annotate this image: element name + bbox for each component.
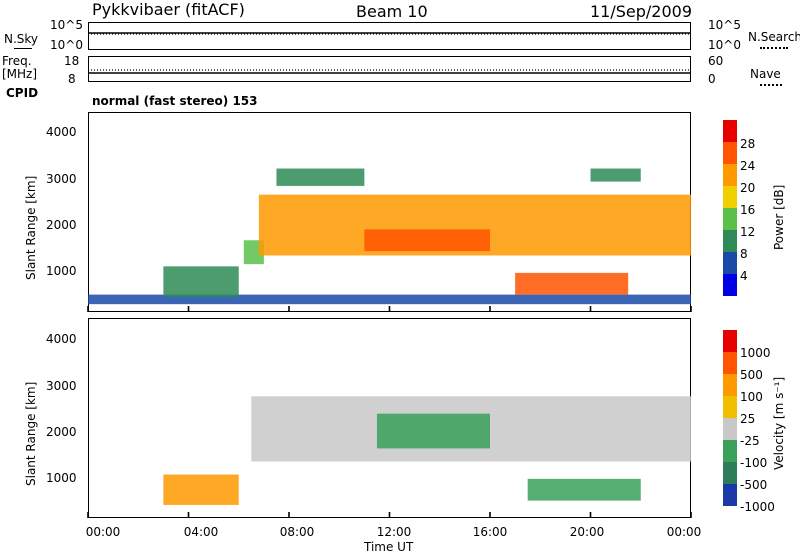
xtick-24: 00:00: [666, 525, 702, 539]
nave-right-tick-bottom: 0: [708, 72, 716, 86]
colorbar-segment: [723, 274, 737, 296]
power-band: [163, 266, 239, 297]
station-title: Pykkvibaer (fitACF): [92, 0, 245, 19]
colorbar-segment: [723, 440, 737, 462]
xtick-12: 12:00: [376, 525, 412, 539]
vel-ytick-3000: 3000: [46, 379, 77, 393]
noise-left-tick-top: 10^5: [50, 18, 83, 32]
power-band: [364, 229, 490, 252]
noise-search-label: N.Search: [748, 30, 800, 44]
colorbar-segment: [723, 418, 737, 440]
nave-right-tick-top: 60: [708, 54, 724, 68]
vel-cbar-tick-1000: 1000: [740, 346, 771, 360]
xtick-08: 08:00: [279, 525, 315, 539]
beam-label: Beam 10: [356, 2, 428, 21]
power-band: [276, 168, 365, 186]
xtick-16: 16:00: [472, 525, 508, 539]
colorbar-segment: [723, 142, 737, 164]
colorbar-segment: [723, 462, 737, 484]
freq-label: Freq.: [2, 54, 32, 68]
power-band: [590, 168, 641, 182]
vel-cbar-tick-500: 500: [740, 368, 763, 382]
velocity-band: [527, 478, 641, 501]
nave-legend-line: [760, 84, 782, 86]
power-ytick-3000: 3000: [46, 172, 77, 186]
colorbar-segment: [723, 484, 737, 506]
power-cbar-tick-28: 28: [740, 137, 756, 151]
vel-cbar-tick-m25: -25: [740, 434, 760, 448]
velocity-band: [163, 474, 239, 505]
power-cbar-tick-24: 24: [740, 159, 756, 173]
cpid-label: CPID: [6, 86, 39, 100]
colorbar-segment: [723, 208, 737, 230]
velocity-colorbar: [723, 330, 737, 506]
xtick-20: 20:00: [569, 525, 605, 539]
noise-sky-legend-line: [14, 48, 32, 49]
freq-left-tick-bottom: 8: [68, 72, 76, 86]
xtick-00: 00:00: [85, 525, 121, 539]
noise-right-tick-top: 10^5: [708, 18, 741, 32]
colorbar-segment: [723, 352, 737, 374]
vel-cbar-tick-25: 25: [740, 412, 756, 426]
power-ytick-1000: 1000: [46, 264, 77, 278]
power-ytick-2000: 2000: [46, 218, 77, 232]
power-cbar-tick-8: 8: [740, 247, 748, 261]
power-band: [88, 294, 691, 305]
power-colorbar: [723, 120, 737, 296]
vel-cbar-tick-100: 100: [740, 390, 763, 404]
xtick-04: 04:00: [183, 525, 219, 539]
nave-label: Nave: [750, 67, 781, 81]
noise-sky-label: N.Sky: [4, 32, 39, 46]
power-cbar-tick-20: 20: [740, 181, 756, 195]
colorbar-segment: [723, 164, 737, 186]
freq-unit-label: [MHz]: [2, 67, 38, 81]
power-cbar-tick-4: 4: [740, 269, 748, 283]
freq-left-tick-top: 18: [64, 54, 80, 68]
noise-left-tick-bottom: 10^0: [50, 38, 83, 52]
power-band: [515, 272, 629, 295]
colorbar-segment: [723, 252, 737, 274]
cpid-mode: normal (fast stereo) 153: [92, 94, 258, 108]
colorbar-segment: [723, 374, 737, 396]
colorbar-segment: [723, 396, 737, 418]
colorbar-segment: [723, 186, 737, 208]
colorbar-segment: [723, 120, 737, 142]
vel-cbar-tick-m500: -500: [740, 478, 768, 492]
xaxis-label: Time UT: [364, 540, 414, 554]
noise-panel: [88, 22, 691, 50]
vel-cbar-tick-m1000: -1000: [740, 500, 775, 514]
noise-search-legend-line: [760, 47, 788, 49]
vel-ytick-2000: 2000: [46, 425, 77, 439]
date-label: 11/Sep/2009: [590, 2, 693, 21]
freq-panel: [88, 56, 691, 82]
vel-ytick-4000: 4000: [46, 332, 77, 346]
vel-ytick-1000: 1000: [46, 471, 77, 485]
vel-cbar-tick-m100: -100: [740, 456, 768, 470]
velocity-band: [376, 413, 490, 449]
power-cbar-tick-12: 12: [740, 225, 756, 239]
colorbar-segment: [723, 330, 737, 352]
power-cbar-tick-16: 16: [740, 203, 756, 217]
colorbar-segment: [723, 230, 737, 252]
power-ytick-4000: 4000: [46, 125, 77, 139]
noise-right-tick-bottom: 10^0: [708, 38, 741, 52]
